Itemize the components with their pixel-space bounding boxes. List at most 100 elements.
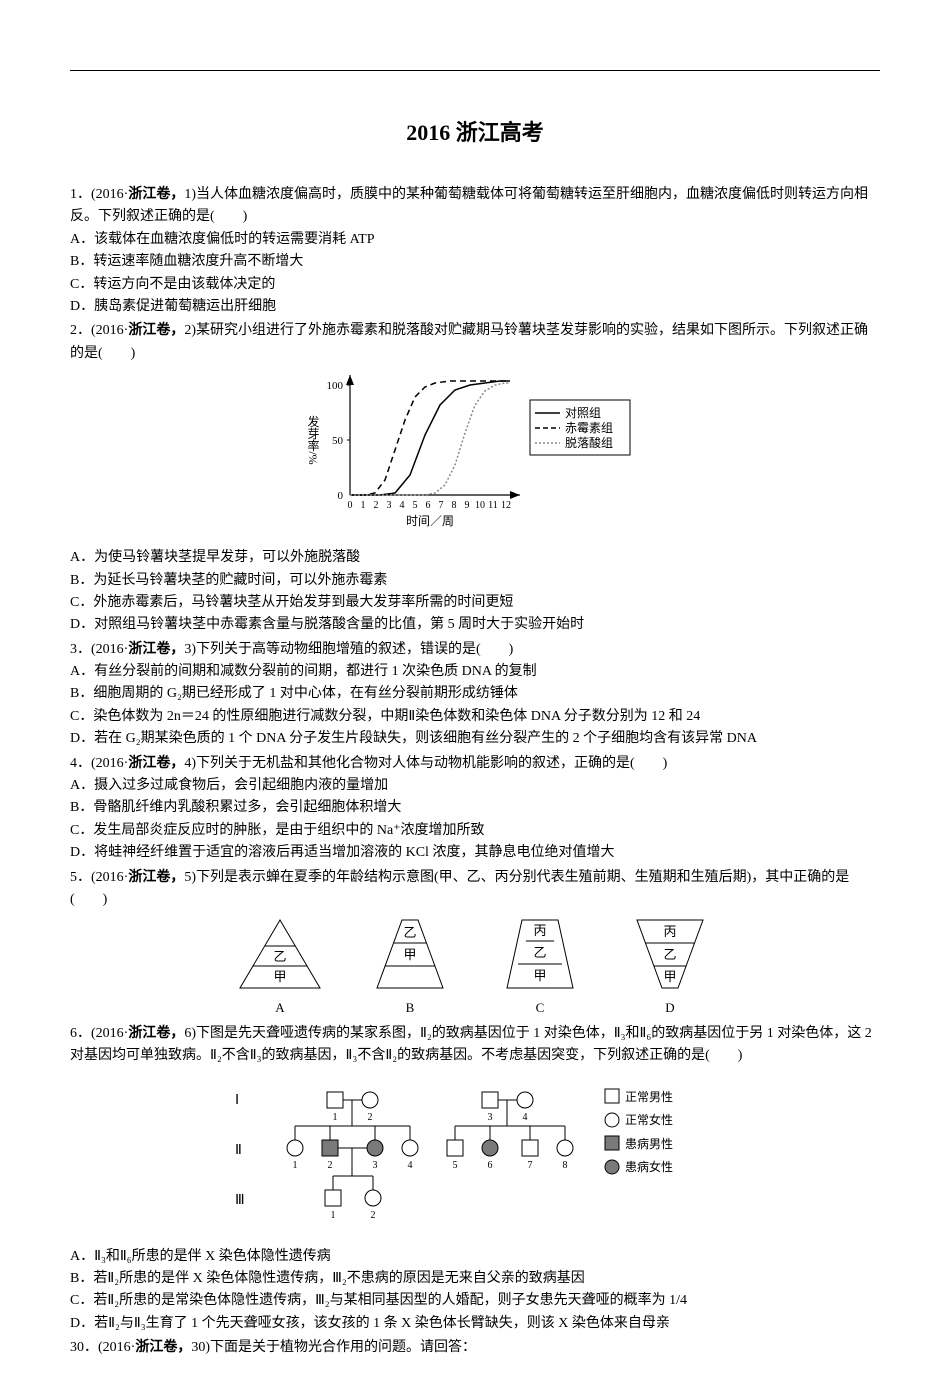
svg-text:2: 2 (328, 1160, 333, 1171)
q1-optC: C．转运方向不是由该载体决定的 (70, 274, 880, 296)
question-1: 1．(2016·浙江卷，1)当人体血糖浓度偏高时，质膜中的某种葡萄糖载体可将葡萄… (70, 184, 880, 318)
svg-text:乙: 乙 (663, 947, 676, 962)
II-6 (482, 1140, 498, 1156)
svg-text:6: 6 (488, 1160, 493, 1171)
q3-bold: 浙江卷， (128, 642, 184, 657)
q3-optC: C．染色体数为 2n＝24 的性原细胞进行减数分裂，中期Ⅱ染色体数和染色体 DN… (70, 706, 880, 728)
q6-optA: A．Ⅱ₃和Ⅱ₆所患的是伴 X 染色体隐性遗传病 (70, 1246, 880, 1268)
svg-text:甲: 甲 (273, 969, 286, 984)
q1-optA: A．该载体在血糖浓度偏低时的转运需要消耗 ATP (70, 229, 880, 251)
svg-text:3: 3 (387, 500, 392, 511)
svg-text:7: 7 (439, 500, 444, 511)
q6-optC: C．若Ⅱ₂所患的是常染色体隐性遗传病，Ⅲ₂与某相同基因型的人婚配，则子女患先天聋… (70, 1290, 880, 1312)
question-5: 5．(2016·浙江卷，5)下列是表示蝉在夏季的年龄结构示意图(甲、乙、丙分别代… (70, 867, 880, 1018)
q4-stem: 4．(2016·浙江卷，4)下列关于无机盐和其他化合物对人体与动物机能影响的叙述… (70, 753, 880, 775)
q4-optB: B．骨骼肌纤维内乳酸积累过多，会引起细胞体积增大 (70, 797, 880, 819)
q4-bold: 浙江卷， (128, 756, 184, 771)
label-B: B (406, 998, 415, 1018)
q2-optD: D．对照组马铃薯块茎中赤霉素含量与脱落酸含量的比值，第 5 周时大于实验开始时 (70, 614, 880, 636)
svg-text:1: 1 (331, 1210, 336, 1221)
trapezoid-C: 丙 乙 甲 C (495, 916, 585, 1018)
svg-text:4: 4 (400, 500, 405, 511)
page-title: 2016 浙江高考 (70, 116, 880, 149)
svg-text:1: 1 (293, 1160, 298, 1171)
q30-rest: 30)下面是关于植物光合作用的问题。请回答： (191, 1340, 476, 1355)
q5-stem: 5．(2016·浙江卷，5)下列是表示蝉在夏季的年龄结构示意图(甲、乙、丙分别代… (70, 867, 880, 912)
q2-chart: 100 50 0 发芽率/% 0 1 2 3 4 5 6 7 8 9 (70, 370, 880, 542)
ylabel-50: 50 (332, 435, 344, 447)
legend-normal-female-icon (605, 1113, 619, 1127)
x-ticks: 0 1 2 3 4 5 6 7 8 9 10 11 12 (348, 500, 512, 511)
gen2-label: Ⅱ (235, 1143, 242, 1158)
ga-curve (350, 381, 510, 495)
svg-text:甲: 甲 (533, 968, 546, 983)
q6-prefix: 6．(2016· (70, 1026, 128, 1041)
q2-stem: 2．(2016·浙江卷，2)某研究小组进行了外施赤霉素和脱落酸对贮藏期马铃薯块茎… (70, 320, 880, 365)
svg-text:丙: 丙 (663, 924, 676, 939)
aba-curve (350, 383, 510, 495)
question-4: 4．(2016·浙江卷，4)下列关于无机盐和其他化合物对人体与动物机能影响的叙述… (70, 753, 880, 865)
q1-bold: 浙江卷， (128, 187, 184, 202)
q4-optC: C．发生局部炎症反应时的肿胀，是由于组织中的 Na⁺浓度增加所致 (70, 820, 880, 842)
q6-optD: D．若Ⅱ₂与Ⅱ₃生育了 1 个先天聋哑女孩，该女孩的 1 条 X 染色体长臂缺失… (70, 1313, 880, 1335)
II-2 (322, 1140, 338, 1156)
q5-prefix: 5．(2016· (70, 870, 128, 885)
label-C: C (536, 998, 545, 1018)
svg-text:11: 11 (488, 500, 498, 511)
ylabel-100: 100 (327, 380, 344, 392)
legend-aba: 脱落酸组 (565, 435, 613, 450)
svg-text:9: 9 (465, 500, 470, 511)
q4-rest: 4)下列关于无机盐和其他化合物对人体与动物机能影响的叙述，正确的是( ) (184, 756, 667, 771)
legend-affected-female-icon (605, 1160, 619, 1174)
svg-text:7: 7 (528, 1160, 533, 1171)
question-6: 6．(2016·浙江卷，6)下图是先天聋哑遗传病的某家系图，Ⅱ₂的致病基因位于 … (70, 1023, 880, 1335)
q4-optA: A．摄入过多过咸食物后，会引起细胞内液的量增加 (70, 775, 880, 797)
svg-text:2: 2 (368, 1112, 373, 1123)
q30-bold: 浙江卷， (135, 1340, 191, 1355)
q1-rest: 1)当人体血糖浓度偏高时，质膜中的某种葡萄糖载体可将葡萄糖转运至肝细胞内，血糖浓… (70, 187, 868, 224)
q3-optD: D．若在 G₂期某染色质的 1 个 DNA 分子发生片段缺失，则该细胞有丝分裂产… (70, 728, 880, 750)
svg-text:10: 10 (475, 500, 485, 511)
svg-text:3: 3 (373, 1160, 378, 1171)
gen1-label: Ⅰ (235, 1093, 239, 1108)
question-2: 2．(2016·浙江卷，2)某研究小组进行了外施赤霉素和脱落酸对贮藏期马铃薯块茎… (70, 320, 880, 636)
svg-text:6: 6 (426, 500, 431, 511)
q2-optA: A．为使马铃薯块茎提早发芽，可以外施脱落酸 (70, 547, 880, 569)
x-axis-label: 时间／周 (406, 514, 454, 528)
svg-text:甲: 甲 (403, 947, 416, 962)
svg-text:乙: 乙 (533, 945, 546, 960)
trapezoid-B: 乙 甲 B (365, 916, 455, 1018)
svg-text:12: 12 (501, 500, 511, 511)
svg-text:8: 8 (563, 1160, 568, 1171)
III-1 (325, 1190, 341, 1206)
q3-stem: 3．(2016·浙江卷，3)下列关于高等动物细胞增殖的叙述，错误的是( ) (70, 639, 880, 661)
germination-chart: 100 50 0 发芽率/% 0 1 2 3 4 5 6 7 8 9 (305, 370, 645, 535)
q4-prefix: 4．(2016· (70, 756, 128, 771)
q3-optA: A．有丝分裂前的间期和减数分裂前的间期，都进行 1 次染色质 DNA 的复制 (70, 661, 880, 683)
q30-stem: 30．(2016·浙江卷，30)下面是关于植物光合作用的问题。请回答： (70, 1337, 880, 1359)
svg-text:3: 3 (488, 1112, 493, 1123)
svg-text:1: 1 (361, 500, 366, 511)
top-divider (70, 70, 880, 71)
svg-text:乙: 乙 (273, 949, 286, 964)
I-3 (482, 1092, 498, 1108)
question-3: 3．(2016·浙江卷，3)下列关于高等动物细胞增殖的叙述，错误的是( ) A．… (70, 639, 880, 751)
y-axis-label: 发芽率/% (306, 414, 320, 465)
legend-normal-male: 正常男性 (625, 1090, 673, 1104)
label-D: D (665, 998, 674, 1018)
label-A: A (275, 998, 284, 1018)
ylabel-0: 0 (338, 490, 344, 502)
q2-optB: B．为延长马铃薯块茎的贮藏时间，可以外施赤霉素 (70, 570, 880, 592)
svg-text:5: 5 (453, 1160, 458, 1171)
II-3 (367, 1140, 383, 1156)
q1-optD: D．胰岛素促进葡萄糖运出肝细胞 (70, 296, 880, 318)
svg-text:8: 8 (452, 500, 457, 511)
svg-text:2: 2 (371, 1210, 376, 1221)
q5-bold: 浙江卷， (128, 870, 184, 885)
q2-prefix: 2．(2016· (70, 323, 128, 338)
legend-affected-female: 患病女性 (625, 1159, 673, 1174)
legend-normal-male-icon (605, 1089, 619, 1103)
q4-optD: D．将蛙神经纤维置于适宜的溶液后再适当增加溶液的 KCl 浓度，其静息电位绝对值… (70, 842, 880, 864)
I-2 (362, 1092, 378, 1108)
q1-prefix: 1．(2016· (70, 187, 128, 202)
